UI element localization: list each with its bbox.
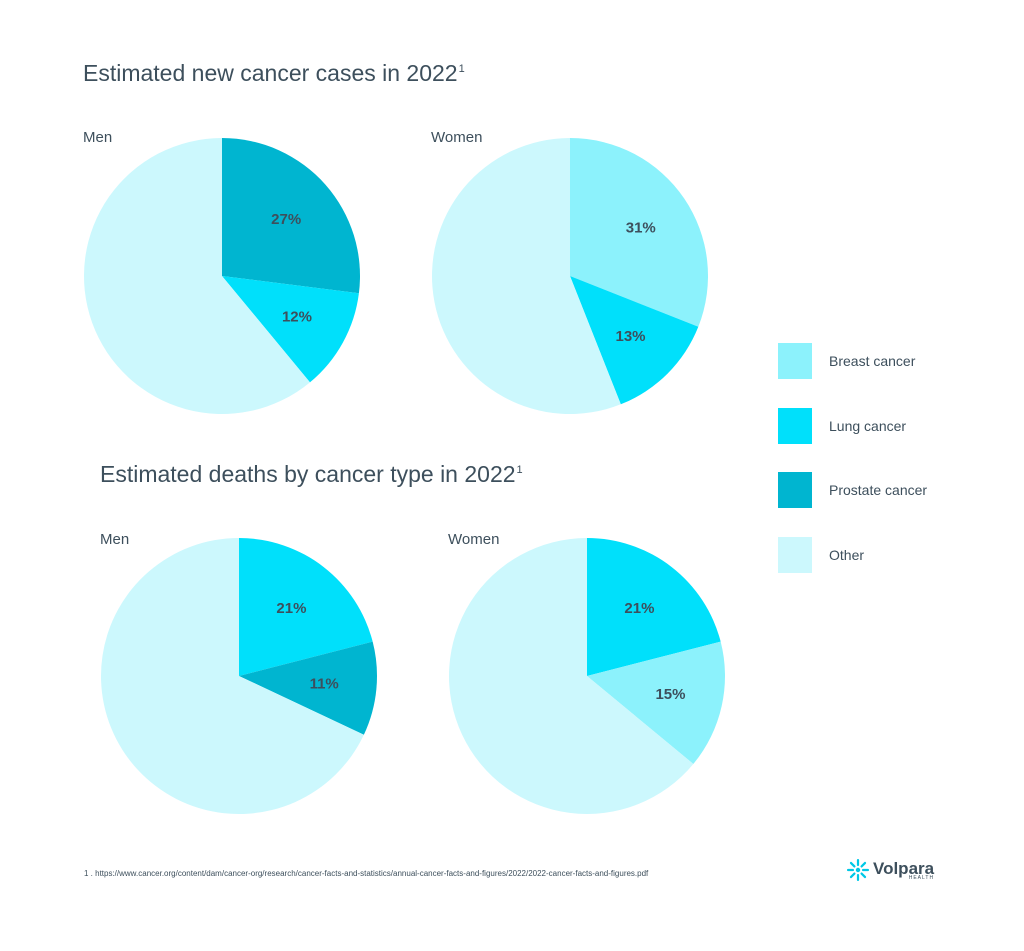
legend-item-other: Other: [778, 536, 927, 573]
volpara-logo: Volpara HEALTH: [846, 858, 934, 882]
legend-swatch: [778, 407, 812, 444]
legend-swatch: [778, 536, 812, 573]
legend-swatch: [778, 343, 812, 379]
pie-chart-deaths-men: 21% 11%: [100, 538, 377, 814]
pie-slice-lung-cancer: [239, 538, 373, 676]
pie-slice-breast-cancer: [570, 138, 708, 327]
pie-slice-lung-cancer: [222, 276, 359, 383]
pie-data-label-prostate-cancer: 27%: [271, 211, 301, 228]
snowflake-icon: [847, 859, 869, 881]
pie-label-cases-women: Women: [431, 129, 483, 146]
pie-data-label-lung-cancer: 13%: [615, 328, 645, 345]
pie-slice-lung-cancer: [570, 276, 699, 405]
pie-slice-other: [449, 538, 694, 814]
legend-label: Breast cancer: [829, 353, 916, 369]
pie-slice-lung-cancer: [587, 538, 721, 676]
legend-item-breast-cancer: Breast cancer: [778, 343, 927, 379]
pie-label-deaths-men: Men: [100, 531, 130, 548]
pie-label-cases-men: Men: [83, 129, 113, 146]
logo-name: Volpara: [873, 858, 935, 878]
pie-slice-prostate-cancer: [222, 138, 360, 294]
pie-chart-deaths-women: 21% 15%: [449, 538, 725, 814]
pie-slice-prostate-cancer: [239, 641, 377, 735]
legend-swatch: [778, 472, 812, 508]
legend-label: Prostate cancer: [829, 482, 928, 498]
pie-chart-cases-men: 27% 12%: [83, 138, 360, 414]
logo-sub: HEALTH: [908, 874, 935, 881]
pie-slice-other: [83, 138, 310, 414]
pie-data-label-lung-cancer: 21%: [624, 600, 654, 617]
pie-data-label-breast-cancer: 15%: [655, 686, 685, 703]
pie-data-label-breast-cancer: 31%: [626, 219, 656, 236]
legend-label: Other: [829, 546, 865, 563]
pie-label-deaths-women: Women: [448, 531, 500, 548]
pie-slice-other: [432, 138, 621, 414]
chart-title-deaths: Estimated deaths by cancer type in 20221: [100, 461, 523, 487]
footnote-source: 1 . https://www.cancer.org/content/dam/c…: [84, 869, 649, 878]
pie-chart-cases-women: 31% 13%: [432, 138, 708, 414]
pie-data-label-lung-cancer: 12%: [282, 309, 312, 326]
pie-data-label-prostate-cancer: 11%: [310, 676, 339, 693]
legend-item-lung-cancer: Lung cancer: [778, 407, 927, 444]
chart-title-new-cases: Estimated new cancer cases in 20221: [83, 60, 465, 86]
pie-slice-other: [100, 538, 364, 814]
legend-label: Lung cancer: [829, 417, 907, 434]
legend-item-prostate-cancer: Prostate cancer: [778, 472, 927, 508]
legend: Breast cancer Lung cancer Prostate cance…: [778, 343, 927, 601]
pie-slice-breast-cancer: [587, 641, 725, 764]
pie-data-label-lung-cancer: 21%: [276, 600, 306, 617]
